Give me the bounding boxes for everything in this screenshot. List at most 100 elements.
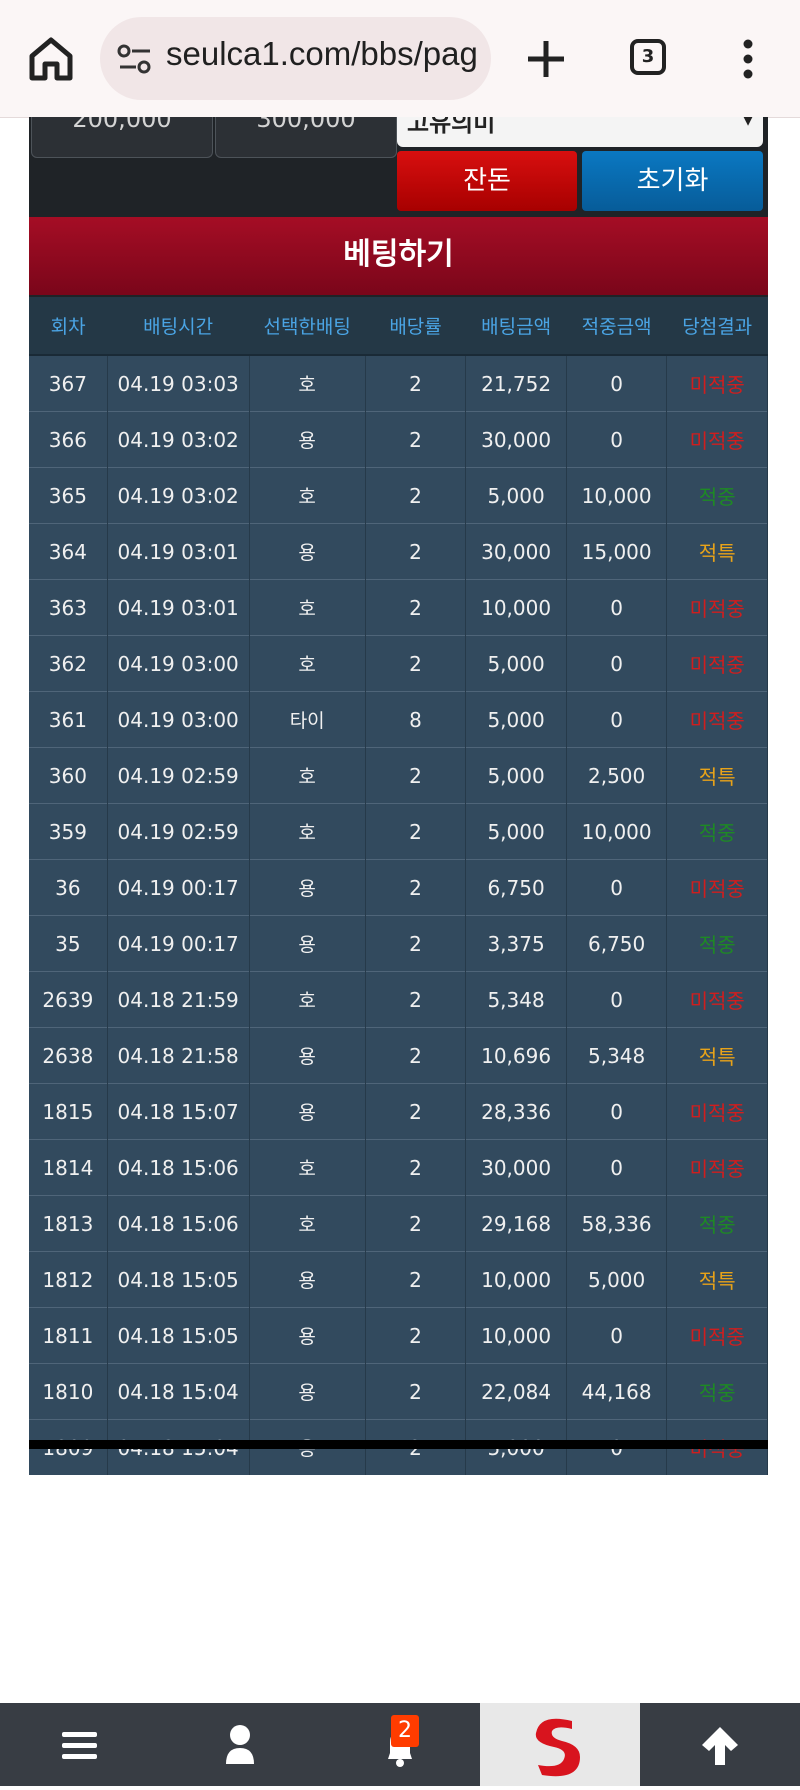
- cell-bet-amount: 29,168: [465, 1195, 567, 1252]
- site-settings-icon[interactable]: [116, 43, 154, 75]
- cell-win-amount: 0: [566, 1307, 668, 1364]
- game-select[interactable]: 고유의미 ▾: [397, 117, 763, 147]
- new-tab-icon[interactable]: [522, 35, 570, 83]
- table-row: 1815 04.18 15:07 용 2 28,336 0 미적중: [29, 1083, 768, 1140]
- cell-bet-time: 04.18 15:07: [107, 1083, 250, 1140]
- cell-bet-time: 04.18 21:59: [107, 971, 250, 1028]
- cell-selection: 용: [249, 523, 366, 580]
- cell-bet-amount: 10,000: [465, 1307, 567, 1364]
- cell-odds: 2: [365, 1139, 467, 1196]
- cell-bet-amount: 3,375: [465, 915, 567, 972]
- cell-bet-amount: 10,696: [465, 1027, 567, 1084]
- cell-bet-amount: 5,000: [465, 467, 567, 524]
- cell-odds: 2: [365, 1363, 467, 1420]
- cell-selection: 호: [249, 354, 366, 412]
- more-options-icon[interactable]: [736, 38, 760, 80]
- cell-odds: 2: [365, 859, 467, 916]
- nav-notifications-button[interactable]: 2: [320, 1703, 480, 1786]
- cell-selection: 용: [249, 1083, 366, 1140]
- cell-odds: 2: [365, 1195, 467, 1252]
- cell-result: 미적중: [666, 411, 768, 468]
- cell-win-amount: 0: [566, 859, 668, 916]
- table-row: 365 04.19 03:02 호 2 5,000 10,000 적중: [29, 467, 768, 524]
- cell-round: 1810: [29, 1363, 108, 1420]
- cell-selection: 호: [249, 579, 366, 636]
- table-row: 363 04.19 03:01 호 2 10,000 0 미적중: [29, 579, 768, 636]
- address-bar[interactable]: seulca1.com/bbs/pag: [100, 17, 491, 100]
- cell-selection: 호: [249, 971, 366, 1028]
- scroll-top-button[interactable]: [640, 1703, 800, 1786]
- home-icon[interactable]: [26, 34, 76, 84]
- cell-bet-amount: 5,000: [465, 635, 567, 692]
- cell-bet-time: 04.18 15:06: [107, 1195, 250, 1252]
- header-bet-time: 배팅시간: [107, 297, 250, 356]
- cell-selection: 용: [249, 915, 366, 972]
- nav-home-logo[interactable]: [480, 1703, 640, 1786]
- cell-bet-time: 04.19 03:03: [107, 354, 250, 412]
- table-row: 359 04.19 02:59 호 2 5,000 10,000 적중: [29, 803, 768, 860]
- cell-round: 362: [29, 635, 108, 692]
- reset-button[interactable]: 초기화: [582, 151, 763, 211]
- cell-result: 적특: [666, 1027, 768, 1084]
- table-row: 1810 04.18 15:04 용 2 22,084 44,168 적중: [29, 1363, 768, 1420]
- cell-bet-time: 04.19 03:01: [107, 579, 250, 636]
- header-odds: 배당률: [365, 297, 466, 356]
- tab-switcher-button[interactable]: 3: [630, 39, 666, 75]
- cell-bet-amount: 5,000: [465, 747, 567, 804]
- header-win-amount: 적중금액: [566, 297, 667, 356]
- cell-bet-time: 04.18 15:04: [107, 1363, 250, 1420]
- cell-round: 1812: [29, 1251, 108, 1308]
- amount-chip-200000[interactable]: 200,000: [31, 117, 213, 158]
- amount-chip-300000[interactable]: 300,000: [215, 117, 397, 158]
- cell-selection: 용: [249, 1363, 366, 1420]
- cell-odds: 2: [365, 1083, 467, 1140]
- cell-bet-time: 04.18 21:58: [107, 1027, 250, 1084]
- cell-result: 적중: [666, 915, 768, 972]
- cell-result: 적중: [666, 1195, 768, 1252]
- table-row: 35 04.19 00:17 용 2 3,375 6,750 적중: [29, 915, 768, 972]
- cell-bet-amount: 30,000: [465, 523, 567, 580]
- cell-round: 367: [29, 354, 108, 412]
- cell-bet-time: 04.18 15:05: [107, 1251, 250, 1308]
- cell-round: 2638: [29, 1027, 108, 1084]
- game-select-value: 고유의미: [407, 117, 496, 137]
- change-button[interactable]: 잔돈: [397, 151, 577, 211]
- cell-result: 적중: [666, 467, 768, 524]
- cell-round: 364: [29, 523, 108, 580]
- site-logo: [535, 1718, 580, 1777]
- cell-odds: 2: [365, 411, 467, 468]
- cell-selection: 타이: [249, 691, 366, 748]
- cell-bet-amount: 5,348: [465, 971, 567, 1028]
- cell-win-amount: 0: [566, 1083, 668, 1140]
- table-row: 2638 04.18 21:58 용 2 10,696 5,348 적특: [29, 1027, 768, 1084]
- cell-win-amount: 10,000: [566, 467, 668, 524]
- cell-bet-time: 04.19 03:02: [107, 411, 250, 468]
- cell-selection: 호: [249, 803, 366, 860]
- table-row: 366 04.19 03:02 용 2 30,000 0 미적중: [29, 411, 768, 468]
- cell-result: 적중: [666, 1363, 768, 1420]
- cell-selection: 호: [249, 1195, 366, 1252]
- header-round: 회차: [29, 297, 108, 356]
- nav-user-button[interactable]: [160, 1703, 320, 1786]
- cell-selection: 용: [249, 1251, 366, 1308]
- cell-bet-time: 04.19 03:00: [107, 691, 250, 748]
- cell-selection: 용: [249, 1027, 366, 1084]
- table-row: 1812 04.18 15:05 용 2 10,000 5,000 적특: [29, 1251, 768, 1308]
- cell-selection: 용: [249, 411, 366, 468]
- cell-win-amount: 0: [566, 691, 668, 748]
- cell-win-amount: 0: [566, 354, 668, 412]
- nav-menu-button[interactable]: [0, 1703, 160, 1786]
- notification-badge: 2: [391, 1715, 419, 1747]
- cell-odds: 2: [365, 523, 467, 580]
- cell-bet-time: 04.19 00:17: [107, 915, 250, 972]
- cell-bet-time: 04.18 15:05: [107, 1307, 250, 1364]
- place-bet-button[interactable]: 베팅하기: [29, 217, 768, 295]
- cell-win-amount: 0: [566, 411, 668, 468]
- cell-selection: 호: [249, 635, 366, 692]
- cell-result: 미적중: [666, 635, 768, 692]
- cell-round: 360: [29, 747, 108, 804]
- cell-round: 366: [29, 411, 108, 468]
- table-row: 367 04.19 03:03 호 2 21,752 0 미적중: [29, 354, 768, 412]
- cell-bet-amount: 10,000: [465, 579, 567, 636]
- url-text[interactable]: seulca1.com/bbs/pag: [166, 35, 478, 72]
